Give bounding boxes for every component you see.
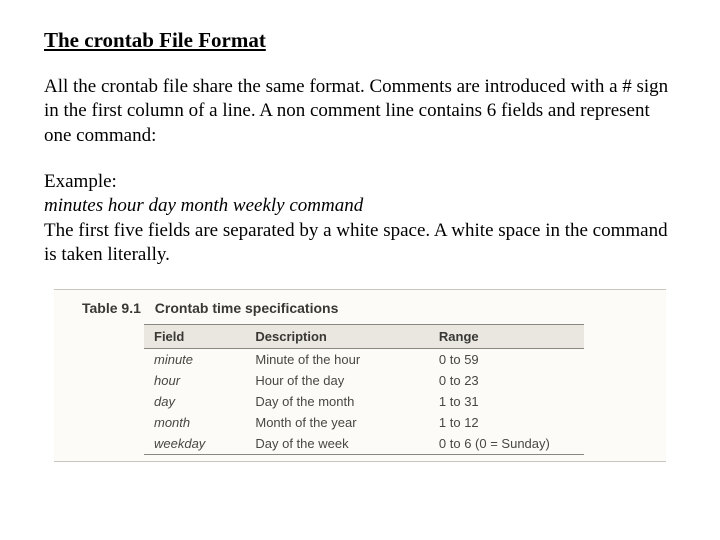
cell-field: weekday xyxy=(144,433,245,455)
cell-description: Hour of the day xyxy=(245,370,429,391)
cell-range: 0 to 59 xyxy=(429,349,584,371)
page-title: The crontab File Format xyxy=(44,28,676,53)
cell-field: month xyxy=(144,412,245,433)
syntax-line: minutes hour day month weekly command xyxy=(44,195,363,216)
cell-description: Day of the month xyxy=(245,391,429,412)
col-header-field: Field xyxy=(144,325,245,349)
table-row: weekday Day of the week 0 to 6 (0 = Sund… xyxy=(144,433,584,455)
cell-field: hour xyxy=(144,370,245,391)
table-row: month Month of the year 1 to 12 xyxy=(144,412,584,433)
explanation-paragraph: The first five fields are separated by a… xyxy=(44,220,668,265)
intro-paragraph: All the crontab file share the same form… xyxy=(44,75,676,148)
cell-field: minute xyxy=(144,349,245,371)
table-row: hour Hour of the day 0 to 23 xyxy=(144,370,584,391)
cell-description: Month of the year xyxy=(245,412,429,433)
table-header-row: Field Description Range xyxy=(144,325,584,349)
table-container: Table 9.1 Crontab time specifications Fi… xyxy=(54,289,666,462)
col-header-description: Description xyxy=(245,325,429,349)
cell-description: Day of the week xyxy=(245,433,429,455)
cell-range: 1 to 31 xyxy=(429,391,584,412)
table-row: day Day of the month 1 to 31 xyxy=(144,391,584,412)
table-row: minute Minute of the hour 0 to 59 xyxy=(144,349,584,371)
table-caption: Table 9.1 Crontab time specifications xyxy=(54,296,666,324)
cell-range: 0 to 23 xyxy=(429,370,584,391)
example-block: Example: minutes hour day month weekly c… xyxy=(44,170,676,267)
crontab-spec-table: Field Description Range minute Minute of… xyxy=(144,324,584,455)
cell-range: 1 to 12 xyxy=(429,412,584,433)
cell-field: day xyxy=(144,391,245,412)
example-label: Example: xyxy=(44,171,117,192)
cell-range: 0 to 6 (0 = Sunday) xyxy=(429,433,584,455)
table-number: Table 9.1 xyxy=(82,300,141,316)
table-title: Crontab time specifications xyxy=(155,300,339,316)
cell-description: Minute of the hour xyxy=(245,349,429,371)
slide-content: The crontab File Format All the crontab … xyxy=(0,0,720,462)
col-header-range: Range xyxy=(429,325,584,349)
